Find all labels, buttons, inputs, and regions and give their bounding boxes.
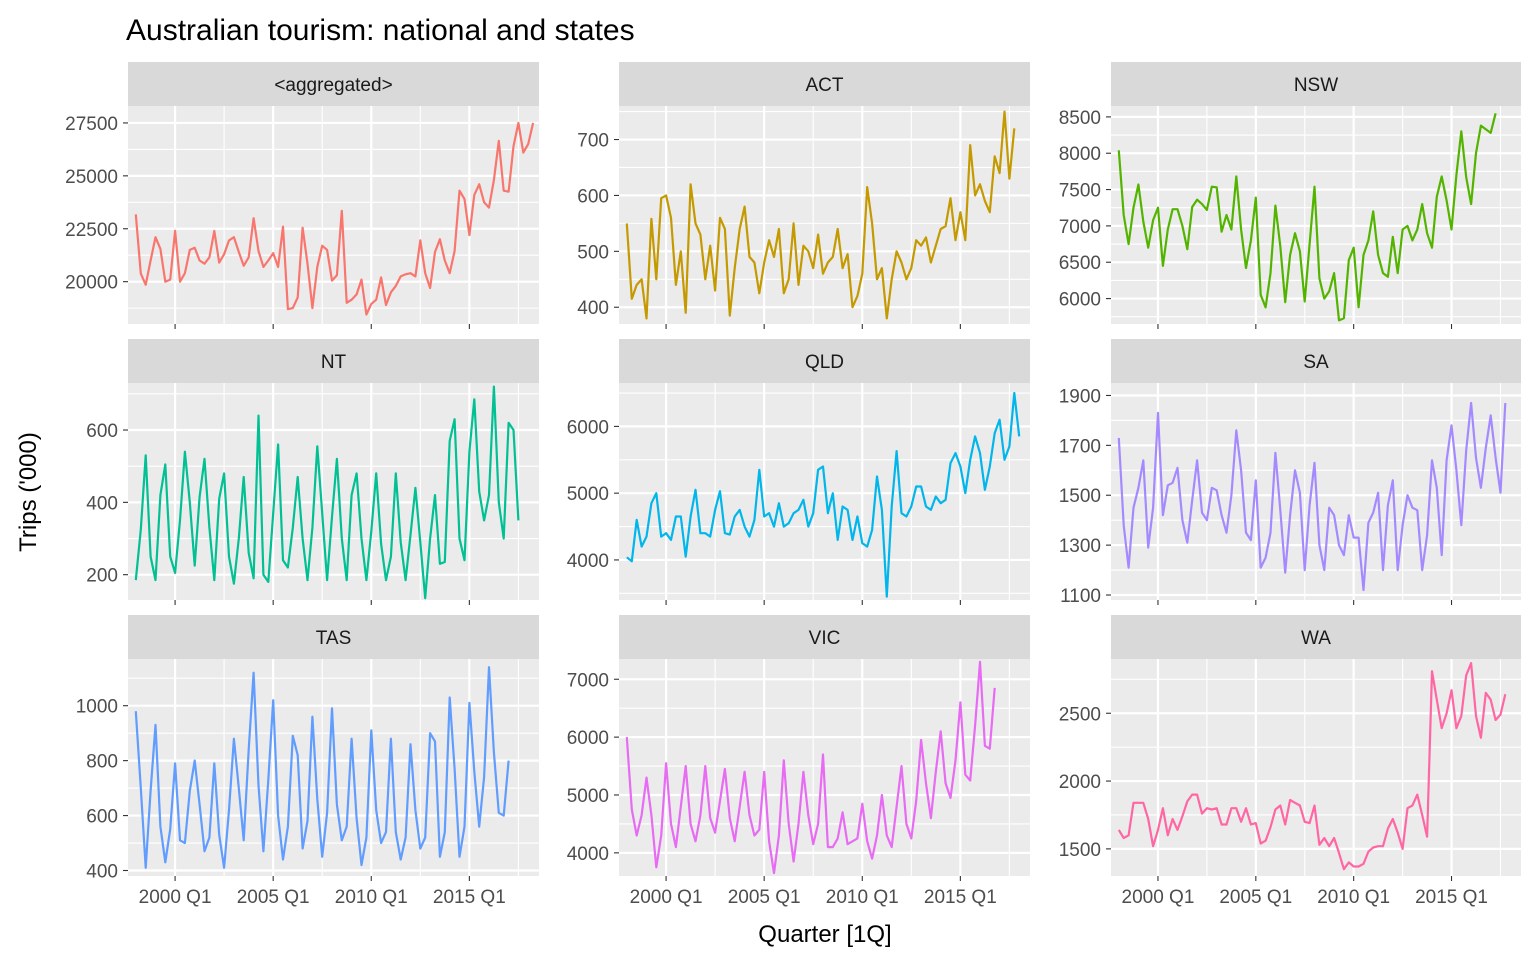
facet-strip	[128, 62, 539, 106]
x-tick-label: 2015 Q1	[433, 887, 506, 908]
x-tick-label: 2015 Q1	[924, 887, 997, 908]
y-tick-label: 8000	[1059, 144, 1101, 165]
chart-title: Australian tourism: national and states	[126, 14, 635, 47]
facet-strip-label: VIC	[809, 628, 841, 649]
facet-strip-label: TAS	[316, 628, 352, 649]
y-tick-label: 4000	[567, 551, 609, 572]
y-tick-label: 6000	[567, 417, 609, 438]
series-line	[134, 666, 510, 869]
y-tick-label: 20000	[65, 273, 118, 294]
y-tick-label: 400	[86, 862, 118, 883]
panel-background	[128, 106, 539, 324]
x-tick-label: 2005 Q1	[728, 887, 801, 908]
y-tick-label: 6000	[567, 728, 609, 749]
facet-strip	[1111, 615, 1521, 659]
series-line	[625, 660, 996, 875]
series-line	[134, 385, 520, 600]
y-tick-label: 600	[577, 186, 609, 207]
facet-panel: NSW 6000 6500 7000 7500 8000 8500	[1059, 62, 1521, 329]
y-tick-label: 1700	[1059, 436, 1101, 457]
y-tick-label: 400	[86, 493, 118, 514]
facet-panel: WA 1500 2000 2500 2000 Q1 2005 Q1 2010 Q1 2015 …	[1059, 615, 1521, 908]
facet-panel: VIC 4000 5000 6000 7000 2000 Q1 2005 Q1 2010 Q1…	[567, 615, 1030, 908]
series-line	[1117, 401, 1507, 592]
facet-strip-label: SA	[1303, 352, 1329, 373]
x-tick-label: 2010 Q1	[335, 887, 408, 908]
facet-panel: QLD 4000 5000 6000	[567, 339, 1030, 605]
facet-panel: <aggregated> 20000 22500 25000 27500	[65, 62, 539, 329]
facet-strip-label: ACT	[806, 75, 844, 96]
facet-strip-label: QLD	[805, 352, 844, 373]
y-tick-label: 1900	[1059, 386, 1101, 407]
facet-panel: SA 1100 1300 1500 1700 1900	[1059, 339, 1521, 607]
facet-panel: NT 200 400 600	[86, 339, 539, 605]
facet-strip-label: NT	[321, 352, 347, 373]
y-tick-label: 1000	[76, 697, 118, 718]
facet-strip	[1111, 62, 1521, 106]
facet-strip	[619, 339, 1030, 383]
y-tick-label: 5000	[567, 484, 609, 505]
facet-strip-label: <aggregated>	[274, 75, 392, 96]
y-tick-label: 800	[86, 752, 118, 773]
y-tick-label: 7500	[1059, 181, 1101, 202]
x-axis-title: Quarter [1Q]	[758, 921, 891, 948]
y-axis-title: Trips ('000)	[15, 432, 42, 552]
facet-strip	[619, 62, 1030, 106]
facet-panel: TAS 400 600 800 1000 2000 Q1 2005 Q1 2010 Q1 201…	[76, 615, 539, 908]
y-tick-label: 6500	[1059, 253, 1101, 274]
facet-strip	[619, 615, 1030, 659]
y-tick-label: 600	[86, 807, 118, 828]
y-tick-label: 2500	[1059, 704, 1101, 725]
y-tick-label: 8500	[1059, 108, 1101, 129]
series-line	[625, 110, 1016, 320]
facet-strip	[128, 615, 539, 659]
x-tick-label: 2015 Q1	[1415, 887, 1488, 908]
y-tick-label: 1300	[1059, 536, 1101, 557]
x-tick-label: 2010 Q1	[826, 887, 899, 908]
panel-background	[1111, 659, 1521, 876]
series-line	[134, 121, 535, 316]
series-line	[1117, 661, 1507, 871]
panel-background	[619, 383, 1030, 600]
y-tick-label: 7000	[1059, 217, 1101, 238]
y-tick-label: 22500	[65, 220, 118, 241]
x-tick-label: 2005 Q1	[237, 887, 310, 908]
series-line	[1117, 113, 1497, 322]
y-tick-label: 500	[577, 242, 609, 263]
facet-panel: ACT 400 500 600 700	[577, 62, 1030, 329]
y-tick-label: 2000	[1059, 772, 1101, 793]
y-tick-label: 5000	[567, 786, 609, 807]
y-tick-label: 1500	[1059, 486, 1101, 507]
x-tick-label: 2010 Q1	[1317, 887, 1390, 908]
y-tick-label: 200	[86, 566, 118, 587]
y-tick-label: 1100	[1060, 586, 1101, 607]
y-tick-label: 6000	[1059, 290, 1101, 311]
facet-panels: <aggregated> 20000 22500 25000 27500 ACT 400 50…	[65, 62, 1521, 908]
y-tick-label: 7000	[567, 670, 609, 691]
y-tick-label: 1500	[1059, 840, 1101, 861]
y-tick-label: 600	[86, 421, 118, 442]
x-tick-label: 2005 Q1	[1219, 887, 1292, 908]
facet-strip-label: NSW	[1294, 75, 1338, 96]
y-tick-label: 4000	[567, 844, 609, 865]
facet-strip	[128, 339, 539, 383]
y-tick-label: 700	[577, 131, 609, 152]
x-tick-label: 2000 Q1	[139, 887, 212, 908]
facet-strip	[1111, 339, 1521, 383]
facet-strip-label: WA	[1301, 628, 1331, 649]
x-tick-label: 2000 Q1	[1122, 887, 1195, 908]
y-tick-label: 400	[577, 298, 609, 319]
y-tick-label: 25000	[65, 167, 118, 188]
y-tick-label: 27500	[65, 114, 118, 135]
series-line	[626, 391, 1021, 598]
x-tick-label: 2000 Q1	[630, 887, 703, 908]
